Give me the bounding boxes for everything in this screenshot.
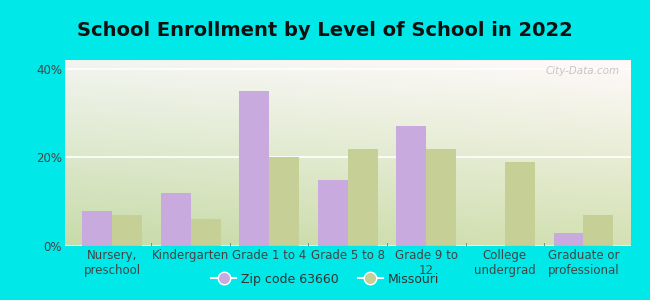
Bar: [396, 126, 426, 246]
Bar: [161, 193, 190, 246]
Text: School Enrollment by Level of School in 2022: School Enrollment by Level of School in …: [77, 21, 573, 40]
Text: City-Data.com: City-Data.com: [545, 66, 619, 76]
Bar: [318, 180, 348, 246]
Bar: [112, 215, 142, 246]
Bar: [83, 211, 112, 246]
Bar: [269, 158, 299, 246]
Bar: [190, 219, 220, 246]
Bar: [584, 215, 613, 246]
Bar: [348, 148, 378, 246]
Bar: [426, 148, 456, 246]
Bar: [505, 162, 535, 246]
Bar: [554, 233, 584, 246]
Bar: [239, 91, 269, 246]
Legend: Zip code 63660, Missouri: Zip code 63660, Missouri: [206, 268, 444, 291]
